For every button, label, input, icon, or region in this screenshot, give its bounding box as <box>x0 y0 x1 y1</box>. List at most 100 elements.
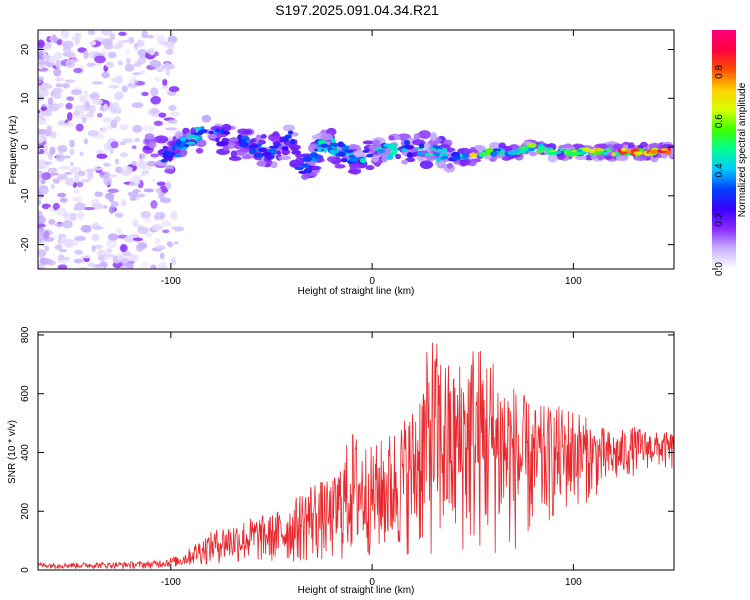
noise-mark <box>132 189 141 193</box>
noise-mark <box>69 139 75 148</box>
noise-mark <box>63 122 75 127</box>
ridge-halo-mark <box>301 173 309 180</box>
noise-mark <box>150 87 159 97</box>
noise-mark <box>88 94 99 98</box>
ridge-halo-mark <box>228 156 242 161</box>
ridge-core-mark <box>176 139 181 146</box>
ridge-core-mark <box>302 156 313 162</box>
noise-mark <box>91 81 104 85</box>
ridge-core-mark <box>404 139 410 146</box>
noise-mark <box>80 224 92 233</box>
ridge-core-mark <box>389 150 398 156</box>
noise-mark <box>150 200 158 209</box>
ridge-core-mark <box>291 149 302 155</box>
noise-mark <box>69 58 80 63</box>
ridge-halo-mark <box>347 169 361 175</box>
ridge-halo-mark <box>207 133 218 139</box>
noise-mark <box>100 38 113 47</box>
noise-mark <box>141 91 149 97</box>
ridge-core-mark <box>285 140 291 146</box>
ridge-halo-mark <box>308 171 318 177</box>
snr-x-axis-label: Height of straight line (km) <box>298 585 415 596</box>
noise-mark <box>47 97 54 106</box>
ridge-core-mark <box>330 137 336 144</box>
noise-mark <box>131 102 144 109</box>
noise-mark <box>103 176 113 186</box>
ridge-core-mark <box>283 146 289 151</box>
ridge-core-mark <box>215 128 220 133</box>
ridge-core-mark <box>470 152 477 157</box>
noise-mark <box>124 63 135 72</box>
noise-mark <box>64 177 75 186</box>
noise-mark <box>161 220 172 227</box>
ridge-core-mark <box>308 165 314 169</box>
noise-mark <box>39 257 49 266</box>
noise-mark <box>38 249 47 258</box>
noise-mark <box>83 138 88 145</box>
noise-mark <box>122 251 132 257</box>
ridge-core-mark <box>297 159 304 164</box>
ridge-core-mark <box>194 126 202 131</box>
noise-mark <box>132 72 141 76</box>
ridge-core-mark <box>284 134 292 139</box>
noise-mark <box>107 51 117 59</box>
noise-mark <box>119 124 129 130</box>
ridge-core-mark <box>317 146 323 152</box>
noise-mark <box>131 161 138 166</box>
noise-mark <box>121 85 128 93</box>
ridge-halo-mark <box>311 134 323 140</box>
noise-mark <box>133 62 142 67</box>
ridge-core-mark <box>581 147 591 152</box>
noise-mark <box>91 203 103 209</box>
ridge-core-mark <box>527 147 536 151</box>
noise-mark <box>137 48 147 57</box>
noise-mark <box>51 87 63 94</box>
noise-mark <box>143 188 154 193</box>
noise-mark <box>128 36 135 44</box>
noise-mark <box>145 34 155 39</box>
noise-mark <box>87 30 96 36</box>
noise-mark <box>165 48 174 55</box>
noise-mark <box>146 48 155 55</box>
ridge-core-mark <box>162 145 169 150</box>
ridge-halo-mark <box>235 151 246 156</box>
ridge-core-mark <box>359 157 367 164</box>
noise-mark <box>58 248 68 253</box>
noise-mark <box>143 124 155 133</box>
ridge-halo-mark <box>418 130 432 139</box>
ridge-core-mark <box>611 152 616 157</box>
noise-mark <box>74 32 82 39</box>
spectrogram-frame <box>37 29 675 270</box>
noise-mark <box>50 131 57 139</box>
snr-panel: -100 0 100 0 200 400 600 800 Height of straight… <box>7 326 675 596</box>
ridge-core-mark <box>500 150 505 157</box>
noise-mark <box>57 264 68 269</box>
ridge-core-mark <box>269 145 279 149</box>
ridge-halo-mark <box>210 125 223 131</box>
ridge-core-mark <box>594 151 603 155</box>
ridge-halo-mark <box>372 139 381 148</box>
noise-mark <box>53 68 62 77</box>
colorbar-ticks: 0.0 0.2 0.4 0.6 0.8 <box>712 64 725 276</box>
noise-mark <box>106 239 118 249</box>
noise-mark <box>75 36 80 46</box>
ridge-halo-mark <box>230 150 238 158</box>
chart-title: S197.2025.091.04.34.R21 <box>275 2 439 18</box>
ridge-core-mark <box>216 141 225 147</box>
noise-mark <box>74 202 86 211</box>
noise-mark <box>93 244 104 250</box>
ridge-halo-mark <box>615 155 629 162</box>
noise-mark <box>124 235 136 243</box>
noise-mark <box>120 169 131 177</box>
colorbar-tick-label: 0.6 <box>714 114 725 128</box>
ridge-core-mark <box>404 144 415 150</box>
ridge-core-mark <box>303 167 313 174</box>
ridge-core-mark <box>323 147 328 153</box>
noise-mark <box>127 191 139 197</box>
noise-mark <box>121 138 134 144</box>
ridge-halo-mark <box>237 128 249 135</box>
ridge-core-mark <box>386 154 394 161</box>
ridge-core-mark <box>406 151 413 158</box>
noise-mark <box>141 262 149 268</box>
